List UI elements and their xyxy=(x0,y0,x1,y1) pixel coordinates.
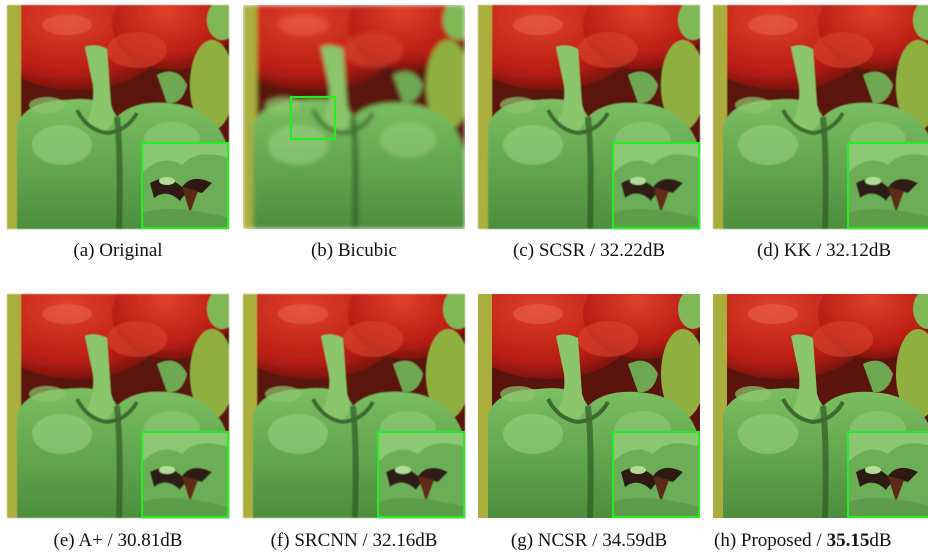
panel-kk xyxy=(693,0,928,229)
panel-original xyxy=(0,0,237,229)
caption: (a) Original xyxy=(73,240,162,261)
panel-proposed xyxy=(693,269,928,518)
caption-unit: dB xyxy=(869,530,891,551)
caption: (d) KK / 32.12dB xyxy=(757,240,891,261)
caption: (g) NCSR / 34.59dB xyxy=(511,530,667,551)
caption-label: (h) Proposed / xyxy=(714,530,822,551)
caption: (b) Bicubic xyxy=(311,240,397,261)
panel-ncsr xyxy=(458,269,708,518)
caption: (c) SCSR / 32.22dB xyxy=(513,240,665,261)
panel-scsr xyxy=(458,0,708,229)
caption: (f) SRCNN / 32.16dB xyxy=(271,530,438,551)
panel-aplus xyxy=(0,269,237,518)
panel-bicubic xyxy=(223,0,473,229)
page: (a) Original (b) Bicubic (c) SCSR / 32.2… xyxy=(0,0,928,555)
caption: (e) A+ / 30.81dB xyxy=(54,530,183,551)
caption-psnr: 35.15 xyxy=(827,530,870,551)
panel-srcnn xyxy=(223,269,473,518)
figure: (a) Original (b) Bicubic (c) SCSR / 32.2… xyxy=(0,0,928,555)
caption: (h) Proposed /35.15dB xyxy=(714,530,892,551)
